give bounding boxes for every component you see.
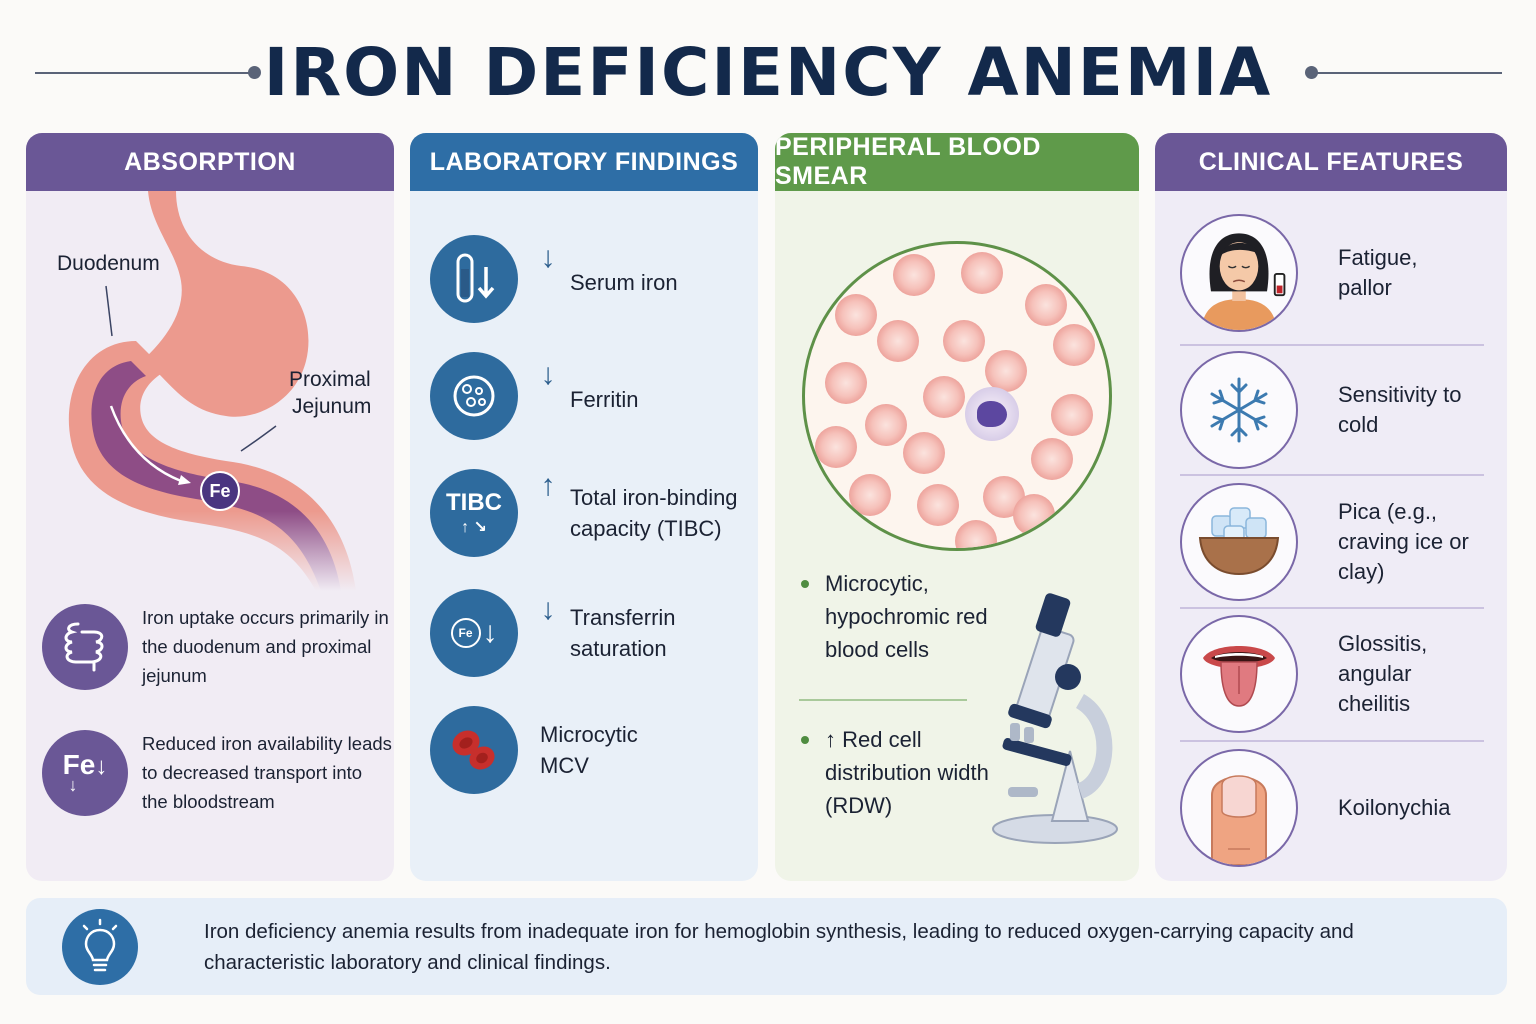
blood-smear-header: PERIPHERAL BLOOD SMEAR	[775, 133, 1139, 191]
clinical-item-glossitis: Glossitis, angular cheilitis	[1180, 607, 1485, 740]
title-decoration-line-right	[1310, 72, 1502, 74]
blood-smear-panel: PERIPHERAL BLOOD SMEAR	[775, 133, 1139, 881]
increase-arrow: ↑	[540, 469, 556, 502]
test-tube-icon	[430, 235, 518, 323]
label-jejunum: Jejunum	[292, 395, 372, 418]
mouth-tongue-icon	[1180, 614, 1298, 733]
red-blood-cells-icon	[430, 706, 518, 794]
lab-item-ferritin: ↓ Ferritin	[430, 352, 638, 440]
snowflake-icon	[1180, 350, 1298, 469]
rbc	[1013, 494, 1055, 536]
rbc	[865, 404, 907, 446]
clinical-divider	[1180, 474, 1484, 476]
fatigued-person-icon	[1180, 213, 1298, 332]
rbc	[961, 252, 1003, 294]
rbc	[893, 254, 935, 296]
fingernail-icon	[1180, 748, 1298, 867]
fe-saturation-icon: Fe ↓	[430, 589, 518, 677]
rbc	[835, 294, 877, 336]
lab-item-text: Transferrin saturation	[570, 605, 676, 661]
rbc	[923, 376, 965, 418]
rbc	[877, 320, 919, 362]
rbc	[985, 350, 1027, 392]
absorption-body: Fe Duodenum Proximal Jejunum Iron uptake…	[26, 191, 394, 881]
clinical-item-text: Koilonychia	[1338, 794, 1451, 820]
absorption-item-text: Iron uptake occurs primarily in the duod…	[142, 607, 389, 686]
rbc	[1051, 394, 1093, 436]
bullet-dot	[801, 736, 809, 744]
absorption-item-text: Reduced iron availability leads to decre…	[142, 733, 392, 812]
lab-item-text: Microcytic MCV	[540, 722, 638, 778]
blood-smear-body: Microcytic, hypochromic red blood cells …	[775, 191, 1139, 881]
lab-findings-header: LABORATORY FINDINGS	[410, 133, 758, 191]
lab-item-tibc: TIBC ↑ ↘ ↑ Total iron-binding capacity (…	[430, 469, 758, 557]
clinical-item-fatigue: Fatigue, pallor	[1180, 206, 1485, 339]
lab-findings-panel: LABORATORY FINDINGS ↓ Serum iron ↓ Ferri…	[410, 133, 758, 881]
summary-text: Iron deficiency anemia results from inad…	[204, 919, 1354, 974]
smear-bullet-text: Microcytic, hypochromic red blood cells	[825, 571, 988, 662]
rbc	[955, 520, 997, 548]
stomach-intestine-illustration	[26, 191, 394, 591]
decrease-arrow: ↓	[540, 358, 556, 391]
label-proximal: Proximal	[289, 368, 371, 391]
clinical-item-text: Pica (e.g., craving ice or clay)	[1338, 498, 1469, 584]
label-duodenum: Duodenum	[57, 252, 160, 275]
ice-bowl-icon	[1180, 482, 1298, 601]
clinical-item-koilonychia: Koilonychia	[1180, 741, 1485, 874]
decrease-arrow: ↓	[540, 593, 556, 626]
rbc	[815, 426, 857, 468]
lightbulb-icon	[62, 908, 138, 985]
clinical-item-text: Fatigue, pallor	[1338, 244, 1418, 300]
rbc	[849, 474, 891, 516]
clinical-features-header: CLINICAL FEATURES	[1155, 133, 1507, 191]
rbc	[1031, 438, 1073, 480]
absorption-item: Iron uptake occurs primarily in the duod…	[42, 603, 392, 690]
lab-findings-body: ↓ Serum iron ↓ Ferritin TIBC ↑ ↘ ↑ Total…	[410, 191, 758, 881]
tibc-icon: TIBC ↑ ↘	[430, 469, 518, 557]
clinical-features-panel: CLINICAL FEATURES Fatigue, pallor	[1155, 133, 1507, 881]
summary-footer: Iron deficiency anemia results from inad…	[26, 898, 1507, 995]
bullet-dot	[801, 580, 809, 588]
lab-item-transferrin: Fe ↓ ↓ Transferrin saturation	[430, 589, 700, 677]
rbc	[1053, 324, 1095, 366]
absorption-header: ABSORPTION	[26, 133, 394, 191]
clinical-features-body: Fatigue, pallor Sensitivity to cold	[1155, 191, 1507, 881]
rbc	[903, 432, 945, 474]
clinical-divider	[1180, 607, 1484, 609]
clinical-divider	[1180, 344, 1484, 346]
title-decoration-dot-left	[248, 66, 261, 79]
title-decoration-line-left	[35, 72, 253, 74]
clinical-item-pica: Pica (e.g., craving ice or clay)	[1180, 475, 1485, 608]
lab-item-text: Ferritin	[570, 386, 639, 412]
rbc	[825, 362, 867, 404]
lab-item-mcv: Microcytic MCV	[430, 706, 660, 794]
clinical-divider	[1180, 740, 1484, 742]
fe-down-icon: Fe↓ ↓	[42, 729, 128, 816]
decrease-arrow: ↓	[540, 241, 556, 274]
clinical-item-text: Sensitivity to cold	[1338, 381, 1462, 437]
blood-smear-circle	[802, 241, 1112, 551]
rbc	[917, 484, 959, 526]
rbc	[943, 320, 985, 362]
fe-circle: Fe	[200, 471, 240, 511]
lab-item-text: Total iron-binding capacity (TIBC)	[570, 485, 738, 541]
lab-item-text: Serum iron	[570, 269, 678, 295]
lab-item-serum-iron: ↓ Serum iron	[430, 235, 678, 323]
ferritin-icon	[430, 352, 518, 440]
title-row: IRON DEFICIENCY ANEMIA	[0, 22, 1536, 122]
smear-bullet: ↑ Red cell distribution width (RDW)	[801, 723, 1025, 822]
absorption-item: Fe↓ ↓ Reduced iron availability leads to…	[42, 729, 392, 816]
clinical-item-text: Glossitis, angular cheilitis	[1338, 630, 1428, 716]
absorption-panel: ABSORPTION Fe Duodenum Proximal Jejunum	[26, 133, 394, 881]
smear-divider	[799, 699, 967, 701]
wbc-nucleus	[977, 401, 1007, 427]
page-title: IRON DEFICIENCY ANEMIA	[263, 33, 1273, 111]
intestine-icon	[42, 603, 128, 690]
smear-bullet-text: ↑ Red cell distribution width (RDW)	[825, 727, 989, 818]
white-blood-cell	[965, 387, 1019, 441]
smear-bullet: Microcytic, hypochromic red blood cells	[801, 567, 1005, 666]
rbc	[1025, 284, 1067, 326]
clinical-item-cold: Sensitivity to cold	[1180, 343, 1485, 476]
microscope-icon	[992, 593, 1118, 844]
